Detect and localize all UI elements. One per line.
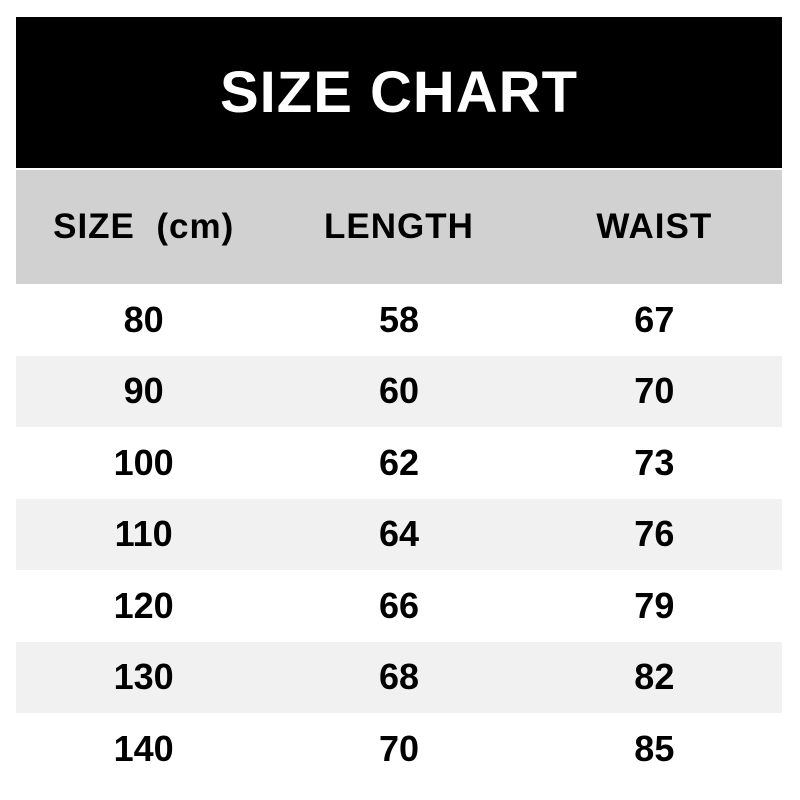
page-title: SIZE CHART xyxy=(220,60,578,125)
table-row: 140 70 85 xyxy=(16,713,782,785)
table-header-row: SIZE (cm) LENGTH WAIST xyxy=(16,170,782,284)
table-cell-length: 64 xyxy=(378,513,420,555)
table-cell-length: 62 xyxy=(378,441,420,483)
table-row: 130 68 82 xyxy=(16,641,782,713)
size-chart: SIZE CHART SIZE (cm) LENGTH WAIST 80 58 … xyxy=(16,17,782,785)
table-row: 90 60 70 xyxy=(16,355,782,427)
table-cell-size: 90 xyxy=(123,370,164,412)
table-cell-length: 58 xyxy=(378,298,420,340)
table-cell-length: 68 xyxy=(378,656,420,698)
table-cell-size: 80 xyxy=(123,298,164,340)
column-header-length: LENGTH xyxy=(324,207,474,246)
table-row: 100 62 73 xyxy=(16,427,782,499)
table-cell-size: 130 xyxy=(113,656,174,698)
table-row: 120 66 79 xyxy=(16,570,782,642)
table-cell-waist: 82 xyxy=(634,656,675,698)
table-cell-length: 66 xyxy=(378,584,420,626)
table-cell-waist: 79 xyxy=(634,584,675,626)
title-banner: SIZE CHART xyxy=(16,17,782,168)
table-cell-waist: 67 xyxy=(634,298,675,340)
table-cell-size: 140 xyxy=(113,727,174,769)
table-cell-waist: 85 xyxy=(634,727,675,769)
table-cell-waist: 73 xyxy=(634,441,675,483)
table-cell-waist: 76 xyxy=(634,513,675,555)
column-header-size: SIZE (cm) xyxy=(53,207,235,246)
table-cell-size: 100 xyxy=(113,441,174,483)
table-cell-size: 120 xyxy=(113,584,174,626)
table-cell-length: 70 xyxy=(378,727,420,769)
column-header-waist: WAIST xyxy=(596,207,713,246)
table-cell-length: 60 xyxy=(378,370,420,412)
table-row: 80 58 67 xyxy=(16,284,782,356)
table-row: 110 64 76 xyxy=(16,498,782,570)
table-cell-size: 110 xyxy=(114,513,173,555)
table-cell-waist: 70 xyxy=(634,370,675,412)
